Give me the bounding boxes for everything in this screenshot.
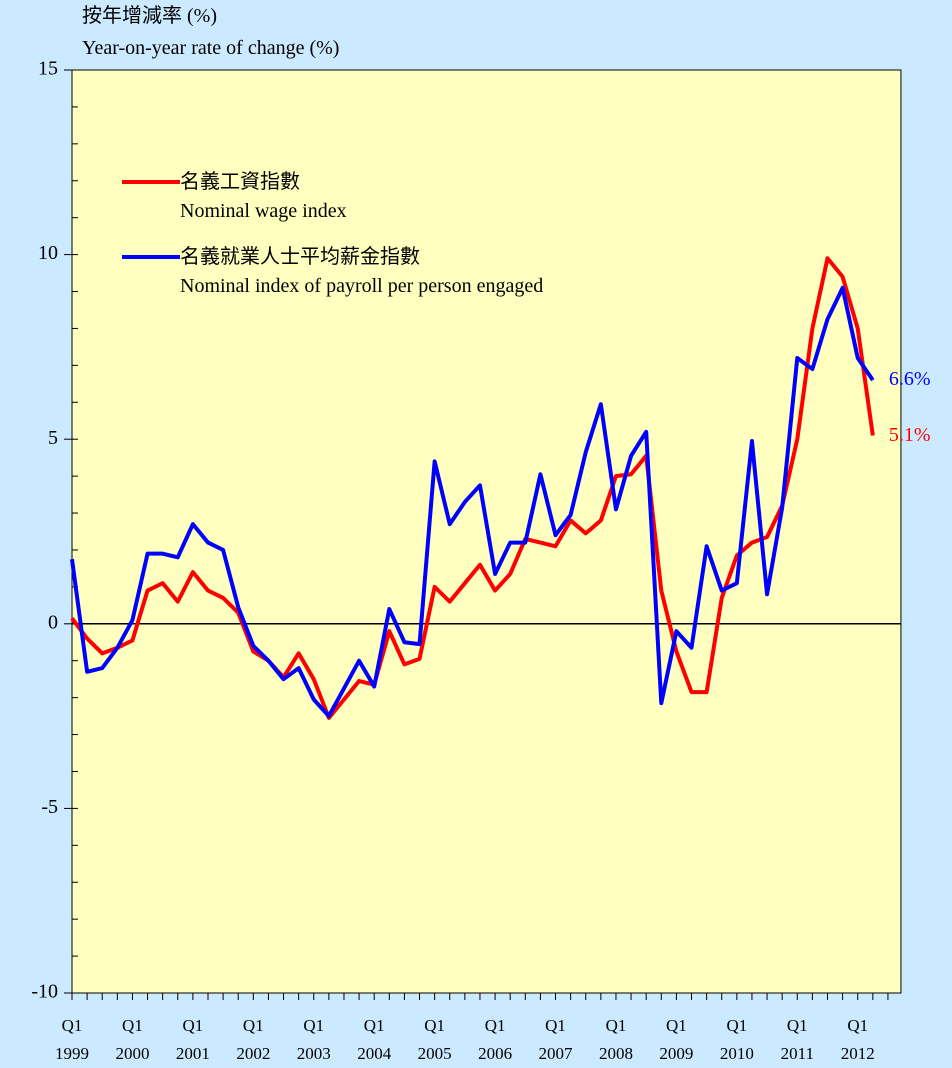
end-label: 5.1% — [888, 423, 931, 446]
x-tick-label: Q1 2004 — [357, 1016, 392, 1063]
x-tick-label: Q1 2007 — [538, 1016, 573, 1063]
x-tick-label: Q1 2003 — [296, 1016, 331, 1063]
x-tick-label: Q1 2010 — [719, 1016, 754, 1063]
legend-label: 名義工資指數 Nominal wage index — [180, 171, 347, 222]
x-tick-label: Q1 2001 — [175, 1016, 210, 1063]
x-tick-label: Q1 1999 — [55, 1016, 89, 1063]
x-tick-label: Q1 2012 — [840, 1016, 875, 1063]
x-tick-label: Q1 2002 — [236, 1016, 271, 1063]
y-tick-label: 5 — [48, 427, 58, 449]
y-tick-label: -10 — [31, 981, 58, 1003]
y-tick-label: 10 — [38, 242, 58, 264]
x-tick-label: Q1 2005 — [417, 1016, 452, 1063]
x-tick-label: Q1 2006 — [478, 1016, 513, 1063]
y-axis-label: 按年增減率 (%) — [82, 5, 217, 27]
end-label: 6.6% — [888, 368, 931, 391]
series-line — [70, 285, 875, 719]
x-tick-label: Q1 2008 — [598, 1016, 633, 1063]
y-tick-label: 0 — [48, 611, 58, 633]
x-tick-label: Q1 2009 — [659, 1016, 694, 1063]
x-tick-label: Q1 2000 — [115, 1016, 150, 1063]
y-tick-label: 15 — [38, 58, 58, 80]
y-axis-label: Year-on-year rate of change (%) — [82, 37, 340, 59]
y-tick-label: -5 — [41, 796, 58, 818]
legend-label: 名義就業人士平均薪金指數 Nominal index of payroll pe… — [180, 246, 544, 297]
x-tick-label: Q1 2011 — [780, 1016, 814, 1063]
